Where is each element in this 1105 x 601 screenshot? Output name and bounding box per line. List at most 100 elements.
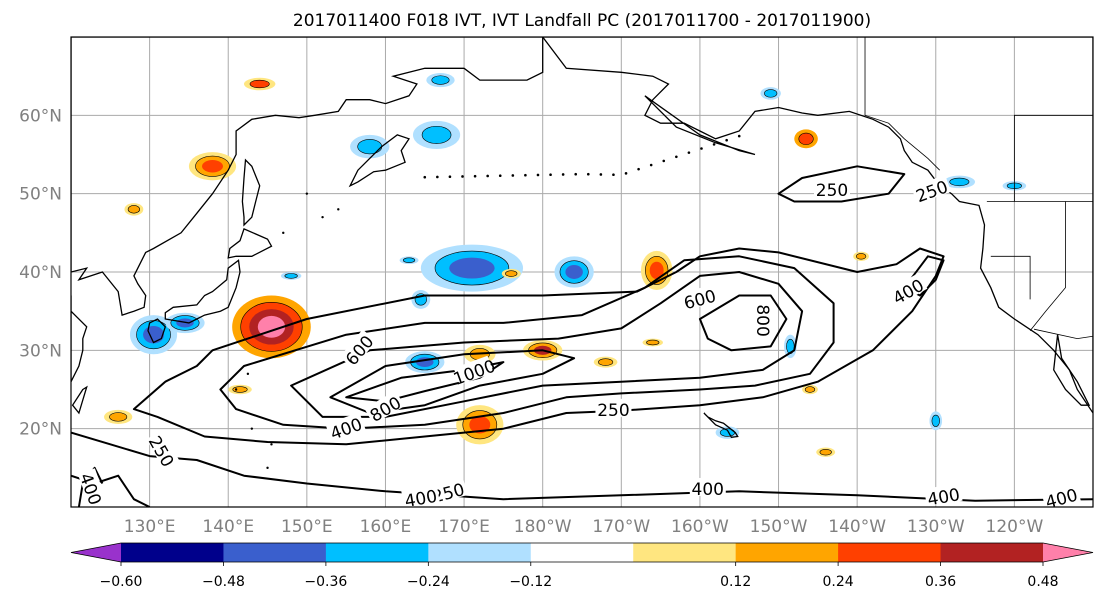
colorbar-extend-high bbox=[1043, 543, 1093, 562]
longitude-tick-label: 130°E bbox=[124, 517, 176, 537]
border-line bbox=[990, 255, 1031, 300]
pc-shading bbox=[104, 73, 1027, 457]
contour-label-bg bbox=[77, 468, 108, 507]
colorbar-tick-label: 0.24 bbox=[823, 574, 854, 590]
longitude-tick-label: 150°W bbox=[750, 517, 808, 537]
contour-label-bg bbox=[146, 430, 180, 471]
latitude-tick-label: 30°N bbox=[19, 341, 62, 361]
pc-region bbox=[469, 416, 491, 434]
island-dot bbox=[712, 143, 716, 146]
contour-label-bg bbox=[595, 398, 632, 417]
island-dot bbox=[246, 372, 250, 376]
island-dot bbox=[561, 173, 565, 176]
longitude-tick-labels: 130°E 140°E 150°E 160°E 170°E 180°W 170°W 160°W… bbox=[124, 517, 1044, 537]
contour-label-bg bbox=[1041, 483, 1081, 507]
coastline bbox=[1053, 334, 1091, 406]
ivt-contour bbox=[71, 431, 1093, 502]
latitude-tick-label: 50°N bbox=[19, 185, 62, 205]
coastlines bbox=[71, 37, 1093, 470]
island-dot bbox=[282, 231, 285, 235]
colorbar-segment bbox=[735, 543, 839, 562]
contour-label: 250 bbox=[816, 181, 848, 201]
coastline bbox=[644, 95, 756, 156]
colorbar-segment bbox=[530, 543, 634, 562]
contour-label-bg bbox=[679, 284, 720, 311]
ivt-contour bbox=[290, 271, 804, 418]
border-line bbox=[1033, 328, 1093, 339]
colorbar-tick-label: −0.60 bbox=[100, 574, 143, 590]
colorbar-segment bbox=[633, 543, 737, 562]
island-dot bbox=[423, 175, 427, 179]
pc-region bbox=[232, 386, 248, 393]
pc-region bbox=[176, 318, 194, 328]
map-frame bbox=[70, 36, 1094, 508]
island-dot bbox=[700, 147, 703, 150]
coastline bbox=[348, 134, 411, 188]
island-dot bbox=[624, 172, 628, 175]
contour-label-bg bbox=[401, 484, 440, 507]
pc-region bbox=[949, 177, 970, 187]
latitude-tick-labels: 60°N 50°N 40°N 30°N 20°N bbox=[19, 106, 62, 439]
contour-label-bg bbox=[364, 390, 405, 425]
latitude-tick-label: 40°N bbox=[19, 263, 62, 283]
colorbar-segment bbox=[121, 543, 224, 562]
longitude-tick-label: 140°E bbox=[202, 517, 254, 537]
island-dot bbox=[549, 173, 552, 177]
island-dot bbox=[725, 138, 728, 142]
longitude-tick-label: 180°W bbox=[514, 517, 572, 537]
island-dot bbox=[250, 427, 254, 430]
contour-label-bg bbox=[339, 329, 377, 369]
pc-region bbox=[855, 253, 867, 260]
pc-region bbox=[402, 257, 416, 263]
island-dot bbox=[524, 173, 527, 177]
island-dot bbox=[737, 134, 741, 138]
pc-region bbox=[598, 358, 614, 366]
pc-region bbox=[431, 75, 450, 85]
colorbar-tick-label: −0.24 bbox=[407, 574, 450, 590]
island-dot bbox=[675, 155, 678, 159]
colorbar-segment bbox=[838, 543, 942, 562]
coastline bbox=[71, 295, 88, 382]
contour-label-bg bbox=[813, 178, 850, 197]
island-dot bbox=[461, 175, 464, 178]
island-dot bbox=[486, 174, 489, 178]
island-dot bbox=[321, 215, 324, 219]
coastline bbox=[164, 259, 241, 324]
longitude-tick-label: 120°W bbox=[986, 517, 1044, 537]
colorbar-tick-label: 0.12 bbox=[720, 574, 751, 590]
pc-region bbox=[764, 89, 778, 98]
contour-label-bg bbox=[911, 174, 952, 205]
colorbar-segment bbox=[325, 543, 429, 562]
colorbar-tick-label: −0.48 bbox=[202, 574, 245, 590]
longitude-tick-label: 160°W bbox=[671, 517, 729, 537]
colorbar-extend-low bbox=[71, 543, 121, 562]
colorbar-segment bbox=[223, 543, 327, 562]
pc-region bbox=[249, 79, 270, 89]
ivt-contour-labels: 250 2506008004006001000800400250250250400… bbox=[75, 174, 1081, 512]
pc-region bbox=[202, 159, 223, 173]
island-dot bbox=[586, 172, 590, 176]
colorbar-tick-label: −0.12 bbox=[509, 574, 552, 590]
coastline bbox=[227, 228, 273, 259]
contour-label-bg bbox=[923, 482, 963, 507]
pc-region bbox=[127, 205, 140, 214]
contour-label: 400 bbox=[692, 480, 724, 500]
colorbar: −0.60 −0.48 −0.36 −0.24 −0.12 0.12 0.24 0.36 0.4… bbox=[70, 542, 1094, 590]
island-dot bbox=[498, 174, 502, 178]
coastline bbox=[703, 412, 739, 438]
colorbar-tick-label: 0.36 bbox=[925, 574, 956, 590]
island-dot bbox=[448, 175, 452, 179]
pc-region bbox=[646, 339, 660, 346]
island-dot bbox=[536, 173, 540, 177]
contour-label: 800 bbox=[752, 304, 772, 336]
island-dot bbox=[612, 173, 615, 177]
coastline bbox=[541, 37, 1093, 415]
pc-region bbox=[109, 412, 128, 422]
pc-region bbox=[804, 386, 816, 393]
island-dot bbox=[687, 151, 691, 154]
pc-region bbox=[931, 414, 940, 427]
island-dot bbox=[305, 192, 309, 195]
contour-label: 400 bbox=[403, 487, 438, 512]
ivt-contour bbox=[132, 247, 945, 446]
